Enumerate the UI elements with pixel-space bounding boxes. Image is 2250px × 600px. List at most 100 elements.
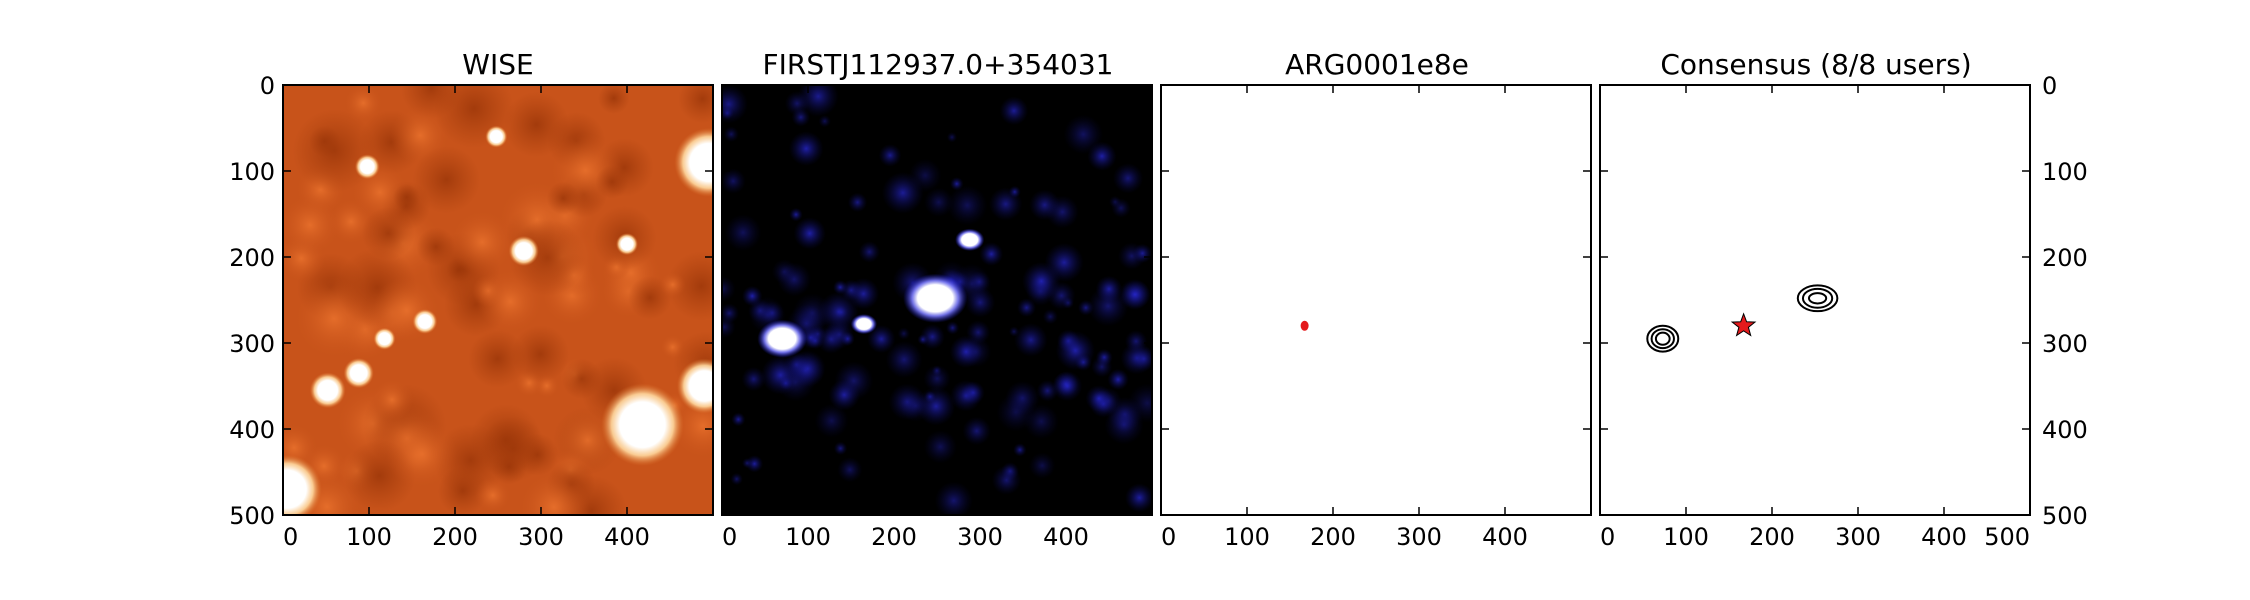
x-tick-label: 0	[1161, 523, 1176, 551]
contour-line	[1801, 287, 1834, 309]
x-tick-label: 100	[346, 523, 392, 551]
noise-blob	[412, 146, 481, 214]
noise-blob	[899, 389, 932, 422]
bright-source	[757, 319, 808, 358]
noise-blob	[832, 280, 848, 295]
noise-blob	[1074, 353, 1093, 371]
noise-blob	[1119, 278, 1151, 311]
image-layer	[1161, 85, 1591, 515]
noise-blob	[847, 192, 868, 213]
noise-blob	[965, 287, 996, 318]
panel-title: WISE	[462, 48, 533, 81]
y-tick-label: 300	[2042, 330, 2088, 358]
noise-blob	[1008, 185, 1021, 199]
x-tick-label: 200	[432, 523, 478, 551]
plot-area: 0 100 200 300 400	[1160, 84, 1592, 551]
noise-blob	[789, 207, 803, 222]
noise-blob	[923, 187, 954, 217]
noise-blob	[468, 329, 527, 388]
contour-line	[1807, 292, 1828, 305]
y-tick-label: 100	[229, 158, 275, 186]
x-tick-label: 300	[1835, 523, 1881, 551]
bright-source	[674, 128, 713, 197]
noise-blob	[386, 418, 458, 490]
noise-blob	[1085, 385, 1113, 412]
y-tick-label: 0	[2042, 72, 2057, 100]
x-tick-label: 0	[722, 523, 737, 551]
noise-blob	[723, 126, 740, 143]
noise-blob	[788, 131, 824, 166]
x-tick-label: 200	[871, 523, 917, 551]
noise-blob	[917, 334, 929, 345]
noise-blob	[837, 457, 863, 483]
noise-blob	[292, 109, 377, 193]
noise-blob	[945, 321, 960, 335]
noise-blob	[847, 277, 880, 310]
x-tick-label: 400	[604, 523, 650, 551]
x-tick-label: 400	[1043, 523, 1089, 551]
noise-blob	[1131, 346, 1152, 372]
noise-blob	[1042, 308, 1059, 325]
noise-blob	[1087, 285, 1129, 327]
noise-blob	[731, 412, 746, 427]
noise-blob	[595, 165, 629, 199]
panel-consensus: Consensus (8/8 users) 0 100 200 300 400 500 0 1…	[1599, 48, 2088, 551]
noise-blob	[1052, 370, 1083, 402]
noise-blob	[518, 471, 590, 515]
noise-blob	[393, 183, 421, 211]
x-tick-label: 500	[1984, 523, 2030, 551]
y-tick-label: 400	[2042, 416, 2088, 444]
noise-blob	[1023, 403, 1059, 440]
noise-blob	[416, 227, 456, 267]
noise-blob	[477, 268, 544, 335]
x-tick-label: 300	[957, 523, 1003, 551]
y-tick-label: 0	[260, 72, 275, 100]
panel-title: Consensus (8/8 users)	[1660, 48, 1971, 81]
bright-source	[615, 233, 639, 256]
noise-blob	[1104, 404, 1144, 445]
panel-first: FIRSTJ112937.0+354031 0 100 200 300 400	[721, 48, 1153, 551]
noise-blob	[1044, 242, 1084, 283]
noise-blob	[897, 327, 911, 340]
noise-blob	[437, 466, 488, 515]
noise-blob	[991, 465, 1022, 495]
plot-frame	[1160, 84, 1592, 516]
noise-blob	[923, 430, 958, 464]
noise-blob	[1124, 483, 1152, 513]
x-tick-label: 100	[785, 523, 831, 551]
bright-source	[485, 125, 508, 148]
noise-blob	[786, 351, 825, 390]
noise-blob	[678, 85, 713, 124]
panel-title: FIRSTJ112937.0+354031	[763, 48, 1114, 81]
x-tick-label: 300	[518, 523, 564, 551]
plot-frame	[1599, 84, 2031, 516]
y-tick-label: 200	[229, 244, 275, 272]
noise-blob	[760, 301, 784, 325]
noise-blob	[745, 455, 764, 473]
y-tick-label: 500	[2042, 502, 2088, 530]
noise-blob	[1014, 323, 1048, 357]
noise-blob	[361, 206, 415, 260]
y-tick-label: 400	[229, 416, 275, 444]
noise-blob	[730, 472, 743, 486]
data-point-star	[1730, 312, 1757, 337]
image-layer	[722, 85, 1152, 515]
y-tick-label: 100	[2042, 158, 2088, 186]
panel-title: ARG0001e8e	[1285, 48, 1469, 81]
bright-source	[354, 154, 380, 180]
panel-arg: ARG0001e8e 0 100 200 300 400	[1160, 48, 1592, 551]
x-tick-label: 400	[1482, 523, 1528, 551]
image-layer	[283, 85, 713, 515]
noise-blob	[1077, 299, 1094, 316]
noise-blob	[1107, 368, 1129, 391]
noise-blob	[923, 364, 951, 393]
noise-blob	[722, 168, 746, 194]
noise-blob	[881, 171, 924, 214]
noise-blob	[1017, 298, 1037, 318]
noise-blob	[1087, 141, 1117, 171]
noise-blob	[1111, 198, 1131, 218]
plot-background	[1600, 85, 2030, 515]
plot-frame	[282, 84, 714, 516]
noise-blob	[343, 85, 383, 123]
plot-area: 0 100 200 300 400	[721, 84, 1153, 551]
